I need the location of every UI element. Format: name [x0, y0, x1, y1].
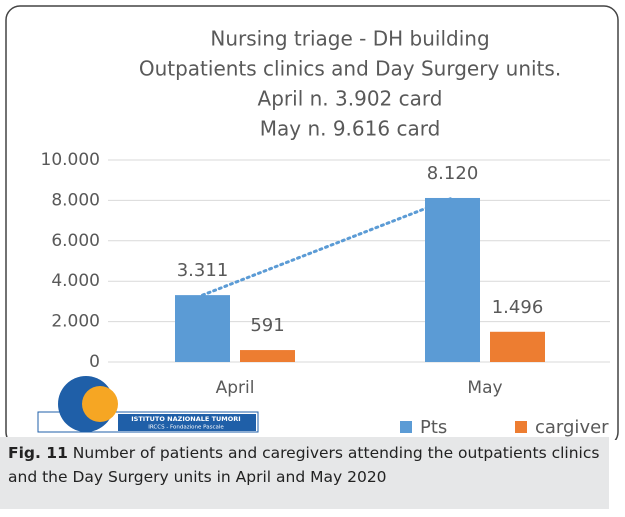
legend-swatch [515, 421, 527, 433]
trendline [201, 196, 454, 297]
legend-swatch [400, 421, 412, 433]
chart-title: Nursing triage - DH building [210, 27, 489, 51]
x-tick-label: April [216, 378, 255, 398]
data-label: 1.496 [492, 297, 544, 318]
logo: ISTITUTO NAZIONALE TUMORI IRCCS - Fondaz… [37, 376, 259, 433]
legend-label: cargiver [535, 417, 609, 438]
bar [175, 295, 230, 362]
y-tick-label: 10.000 [41, 150, 100, 170]
y-tick-label: 4.000 [51, 271, 100, 291]
legend-label: Pts [420, 417, 447, 438]
logo-band [118, 414, 256, 431]
y-tick-label: 0 [89, 352, 100, 372]
bar [425, 197, 480, 362]
chart-title: Outpatients clinics and Day Surgery unit… [139, 57, 561, 81]
caption-label: Fig. 11 [8, 444, 68, 462]
logo-text: ISTITUTO NAZIONALE TUMORI [131, 415, 240, 423]
chart: ISTITUTO NAZIONALE TUMORI IRCCS - Fondaz… [5, 5, 619, 440]
data-label: 8.120 [427, 163, 479, 184]
caption: Fig. 11 Number of patients and caregiver… [0, 437, 609, 509]
y-tick-label: 2.000 [51, 312, 100, 332]
data-label: 591 [250, 315, 284, 336]
chart-title: April n. 3.902 card [258, 87, 443, 111]
bar [490, 331, 545, 362]
x-tick-label: May [467, 378, 502, 398]
logo-text: IRCCS - Fondazione Pascale [148, 425, 224, 431]
data-label: 3.311 [177, 260, 229, 281]
y-tick-label: 6.000 [51, 231, 100, 251]
logo-dot [82, 386, 118, 422]
chart-title: May n. 9.616 card [260, 117, 441, 141]
y-tick-label: 8.000 [51, 190, 100, 210]
bar [240, 350, 295, 362]
caption-text: Number of patients and caregivers attend… [8, 444, 600, 486]
